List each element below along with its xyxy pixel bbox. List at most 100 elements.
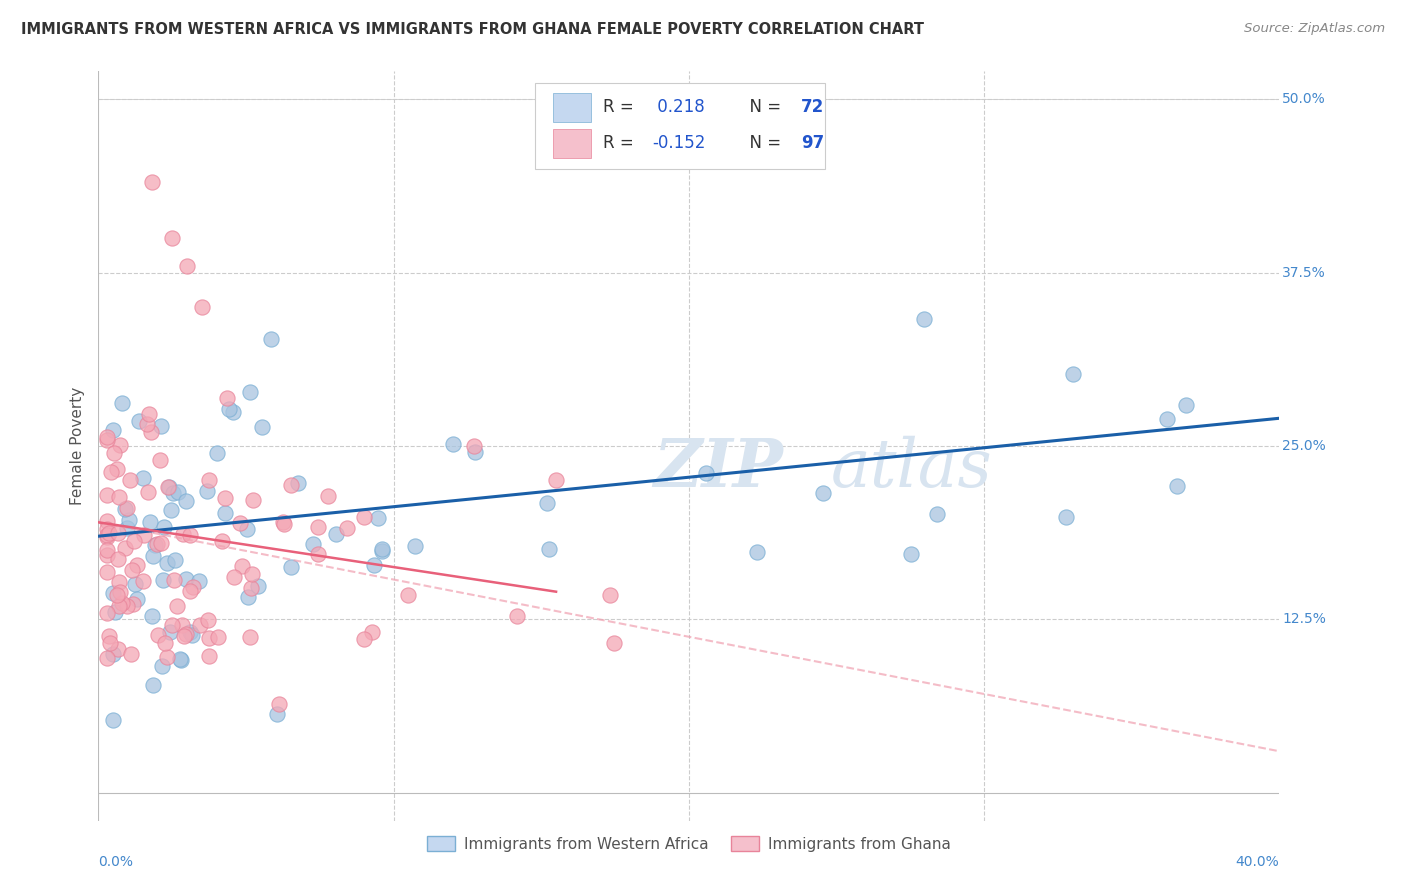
Point (267, 697, 290, 711)
Point (143, 538, 166, 552)
Point (745, 545, 768, 559)
Point (96, 651, 118, 665)
Point (336, 521, 359, 535)
Point (174, 493, 197, 508)
Point (152, 573, 174, 587)
Point (156, 480, 179, 494)
Text: 12.5%: 12.5% (1282, 613, 1326, 626)
Point (1062, 367, 1084, 381)
Point (166, 599, 188, 613)
Text: IMMIGRANTS FROM WESTERN AFRICA VS IMMIGRANTS FROM GHANA FEMALE POVERTY CORRELATI: IMMIGRANTS FROM WESTERN AFRICA VS IMMIGR… (21, 22, 924, 37)
Point (125, 592, 148, 607)
Point (240, 581, 263, 595)
Point (96, 488, 118, 502)
Legend: Immigrants from Western Africa, Immigrants from Ghana: Immigrants from Western Africa, Immigran… (420, 830, 957, 858)
Point (159, 624, 181, 639)
Point (174, 572, 197, 586)
Point (162, 231, 183, 245)
Point (195, 483, 218, 498)
Point (198, 474, 221, 488)
Point (174, 626, 197, 640)
Point (148, 628, 170, 642)
Text: 50.0%: 50.0% (1282, 92, 1326, 106)
Point (96, 522, 118, 536)
Point (191, 300, 214, 314)
Point (1156, 411, 1178, 425)
Point (132, 574, 155, 589)
Point (506, 609, 529, 624)
Point (238, 590, 260, 604)
Point (813, 486, 835, 500)
Point (207, 630, 229, 644)
Point (107, 525, 129, 540)
Text: ZIP: ZIP (654, 436, 783, 501)
Point (96, 548, 118, 562)
Point (695, 466, 717, 480)
Point (104, 606, 127, 620)
Point (179, 528, 201, 542)
Point (197, 614, 219, 628)
Point (103, 713, 125, 727)
Point (307, 547, 329, 561)
Point (96, 515, 118, 529)
Point (188, 617, 211, 632)
Point (142, 678, 165, 692)
Point (546, 473, 568, 487)
Point (108, 574, 131, 589)
Text: Source: ZipAtlas.com: Source: ZipAtlas.com (1244, 22, 1385, 36)
Point (214, 491, 236, 506)
Point (155, 636, 177, 650)
Point (363, 558, 385, 573)
Point (105, 588, 128, 602)
Point (538, 542, 561, 557)
Point (128, 414, 150, 428)
Point (242, 493, 264, 508)
Point (120, 648, 142, 662)
Point (1054, 510, 1077, 524)
Point (280, 478, 302, 492)
Text: atlas: atlas (831, 436, 993, 501)
Point (172, 526, 194, 541)
Point (167, 484, 190, 499)
Point (353, 632, 375, 647)
Point (325, 527, 347, 541)
Point (108, 585, 131, 599)
Point (198, 648, 221, 663)
Text: -0.152: -0.152 (652, 135, 706, 153)
Point (98, 629, 121, 643)
Point (181, 627, 204, 641)
Point (165, 553, 187, 567)
Point (138, 407, 160, 421)
Point (103, 446, 125, 460)
Point (396, 588, 419, 602)
Point (118, 513, 141, 527)
Point (96, 542, 118, 557)
Point (176, 259, 198, 273)
Point (105, 462, 128, 476)
FancyBboxPatch shape (536, 83, 825, 169)
Point (108, 490, 131, 504)
Text: 25.0%: 25.0% (1282, 439, 1326, 453)
Point (139, 515, 162, 529)
Point (370, 542, 392, 557)
Point (108, 599, 131, 613)
Point (96, 528, 118, 542)
Point (122, 533, 145, 548)
Point (1166, 478, 1188, 492)
Y-axis label: Female Poverty: Female Poverty (69, 387, 84, 505)
Point (266, 707, 288, 722)
Point (155, 556, 177, 570)
Text: R =: R = (603, 135, 638, 153)
Point (360, 624, 382, 639)
Point (367, 511, 389, 525)
Point (149, 452, 172, 467)
Point (172, 617, 194, 632)
Point (149, 536, 172, 550)
Point (132, 471, 155, 485)
Text: 72: 72 (801, 98, 824, 116)
Point (927, 507, 949, 521)
Text: 97: 97 (801, 135, 824, 153)
Point (173, 629, 195, 643)
Text: N =: N = (738, 135, 786, 153)
Point (107, 552, 129, 566)
